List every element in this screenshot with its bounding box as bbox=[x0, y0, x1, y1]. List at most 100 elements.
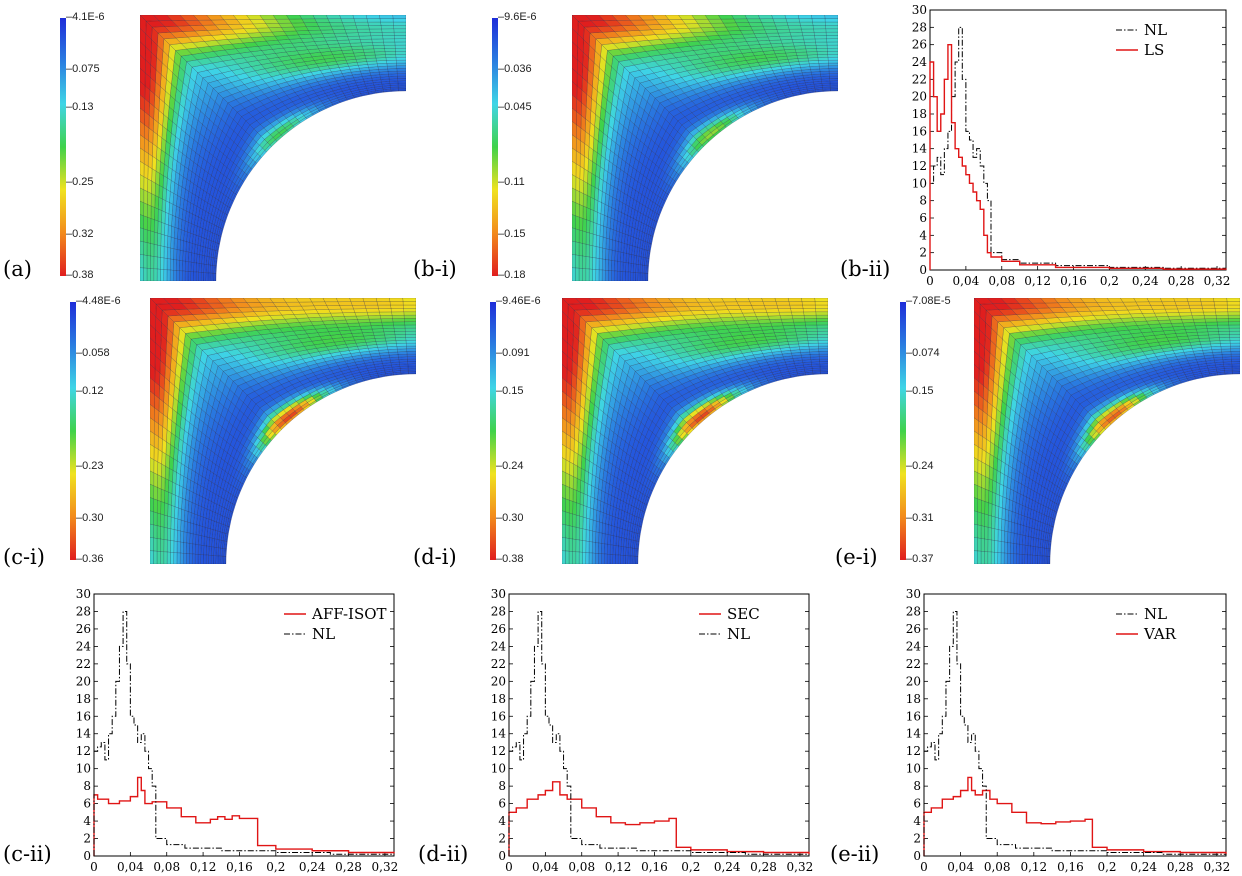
colorbar-tick-label: –7.08E-5 bbox=[906, 295, 951, 307]
x-tick-label: 0,08 bbox=[984, 860, 1011, 874]
y-tick-label: 14 bbox=[906, 727, 922, 741]
x-tick-label: 0,24 bbox=[1132, 274, 1159, 288]
y-tick-label: 20 bbox=[906, 674, 921, 688]
colorbar-tick-label: –0.074 bbox=[906, 346, 940, 359]
y-tick-label: 6 bbox=[919, 211, 927, 225]
y-tick-label: 24 bbox=[906, 639, 922, 653]
colorbar-tick-label: –0.091 bbox=[496, 346, 530, 359]
x-tick-label: 0,32 bbox=[1203, 860, 1230, 874]
y-tick-label: 2 bbox=[83, 832, 91, 846]
x-tick-label: 0,08 bbox=[153, 860, 180, 874]
colorbar-tick-label: –0.23 bbox=[76, 460, 104, 473]
y-tick-label: 26 bbox=[912, 38, 927, 52]
y-tick-label: 18 bbox=[76, 692, 91, 706]
y-tick-label: 24 bbox=[76, 639, 92, 653]
legend-label: AFF-ISOT bbox=[311, 605, 387, 623]
legend-label: SEC bbox=[727, 605, 760, 623]
x-tick-label: 0,04 bbox=[953, 274, 980, 288]
y-tick-label: 6 bbox=[913, 797, 921, 811]
y-tick-label: 8 bbox=[913, 779, 921, 793]
stress-field-d-i bbox=[562, 298, 828, 564]
legend-label: NL bbox=[727, 625, 750, 643]
x-tick-label: 0,28 bbox=[1167, 860, 1194, 874]
colorbar-d-i bbox=[490, 302, 496, 560]
y-tick-label: 16 bbox=[76, 709, 91, 723]
colorbar-tick-label: –0.32 bbox=[66, 227, 94, 240]
x-tick-label: 0,2 bbox=[681, 860, 700, 874]
plot-frame bbox=[929, 9, 1227, 271]
y-tick-label: 16 bbox=[912, 124, 927, 138]
x-tick-label: 0,12 bbox=[1020, 860, 1047, 874]
y-tick-label: 28 bbox=[76, 604, 91, 618]
field-panel-b-i: –9.6E-6 –0.036 –0.045 –0.11 –0.15 –0.18 (b-i) bbox=[412, 0, 838, 290]
x-tick-label: 0,08 bbox=[988, 274, 1015, 288]
stress-field-b-i bbox=[572, 15, 838, 281]
stress-field-a bbox=[140, 15, 406, 281]
x-tick-label: 0,28 bbox=[750, 860, 777, 874]
y-tick-label: 6 bbox=[83, 797, 91, 811]
x-tick-label: 0,12 bbox=[605, 860, 632, 874]
colorbar-tick-label: –0.30 bbox=[496, 511, 524, 524]
y-tick-label: 0 bbox=[919, 263, 927, 277]
x-tick-label: 0,24 bbox=[714, 860, 741, 874]
hist-panel-c-ii: 0 2 4 6 8 10 12 14 16 18 20 22 24 26 28 30 0 0,04 0,08 0,12… bbox=[0, 584, 410, 876]
y-tick-label: 12 bbox=[906, 744, 921, 758]
y-tick-label: 24 bbox=[912, 55, 928, 69]
x-tick-label: 0,16 bbox=[1060, 274, 1087, 288]
colorbar-ticks-e-i: –7.08E-5 –0.074 –0.15 –0.24 –0.31 –0.37 bbox=[906, 295, 966, 565]
y-tick-label: 14 bbox=[76, 727, 92, 741]
y-tick-label: 18 bbox=[906, 692, 921, 706]
y-tick-label: 26 bbox=[491, 622, 506, 636]
colorbar-tick-label: –9.6E-6 bbox=[498, 11, 537, 23]
colorbar-ticks-d-i: –9.46E-6 –0.091 –0.15 –0.24 –0.30 –0.38 bbox=[496, 295, 556, 565]
colorbar-c-i bbox=[70, 302, 76, 560]
y-tick-label: 0 bbox=[83, 849, 91, 863]
x-tick-label: 0,32 bbox=[372, 860, 399, 874]
x-tick-label: 0,2 bbox=[1100, 274, 1119, 288]
field-panel-c-i: –4.48E-6 –0.058 –0.12 –0.23 –0.30 –0.36 (c-i) bbox=[0, 290, 416, 582]
colorbar-b-i bbox=[492, 18, 498, 276]
y-tick-label: 10 bbox=[491, 762, 506, 776]
colorbar-ticks-c-i: –4.48E-6 –0.058 –0.12 –0.23 –0.30 –0.36 bbox=[76, 295, 136, 565]
colorbar-tick-label: –0.15 bbox=[498, 227, 526, 240]
x-tick-label: 0,28 bbox=[335, 860, 362, 874]
colorbar-tick-label: –0.37 bbox=[906, 553, 934, 565]
y-tick-label: 22 bbox=[76, 657, 91, 671]
mesh-group bbox=[974, 298, 1240, 564]
x-tick-label: 0,04 bbox=[117, 860, 144, 874]
legend-label: VAR bbox=[1143, 625, 1177, 643]
plot-frame bbox=[93, 593, 395, 857]
y-tick-label: 2 bbox=[919, 246, 927, 260]
field-panel-d-i: –9.46E-6 –0.091 –0.15 –0.24 –0.30 –0.38 (d-i) bbox=[412, 290, 830, 582]
colorbar-tick-label: –0.15 bbox=[906, 385, 934, 398]
y-tick-label: 26 bbox=[76, 622, 91, 636]
x-tick-label: 0,04 bbox=[947, 860, 974, 874]
y-tick-label: 16 bbox=[491, 709, 506, 723]
y-tick-label: 10 bbox=[912, 176, 927, 190]
panel-label-d-ii: (d-ii) bbox=[418, 842, 469, 866]
legend-label: LS bbox=[1144, 41, 1164, 59]
hist-panel-e-ii: 0 2 4 6 8 10 12 14 16 18 20 22 24 26 28 30 0 0,04 0,08 0,12… bbox=[830, 584, 1242, 876]
stress-field-e-i bbox=[974, 298, 1240, 564]
field-panel-a: –4.1E-6 –0.075 –0.13 –0.25 –0.32 –0.38 (a) bbox=[0, 0, 412, 290]
y-tick-label: 0 bbox=[913, 849, 921, 863]
plot-frame bbox=[923, 593, 1227, 857]
x-tick-label: 0,2 bbox=[1097, 860, 1116, 874]
colorbar-tick-label: –0.058 bbox=[76, 346, 110, 359]
colorbar-a bbox=[60, 18, 66, 276]
colorbar-tick-label: –0.11 bbox=[498, 176, 525, 189]
x-tick-label: 0 bbox=[920, 860, 928, 874]
y-tick-label: 14 bbox=[491, 727, 507, 741]
y-tick-label: 28 bbox=[912, 20, 927, 34]
y-tick-label: 6 bbox=[498, 797, 506, 811]
y-tick-label: 30 bbox=[76, 587, 91, 601]
x-tick-label: 0,16 bbox=[1057, 860, 1084, 874]
panel-label-d-i: (d-i) bbox=[413, 545, 457, 569]
y-tick-label: 10 bbox=[906, 762, 921, 776]
colorbar-tick-label: –4.48E-6 bbox=[76, 295, 121, 307]
y-tick-label: 28 bbox=[906, 604, 921, 618]
colorbar-tick-label: –0.24 bbox=[906, 460, 934, 473]
x-tick-label: 0 bbox=[926, 274, 934, 288]
